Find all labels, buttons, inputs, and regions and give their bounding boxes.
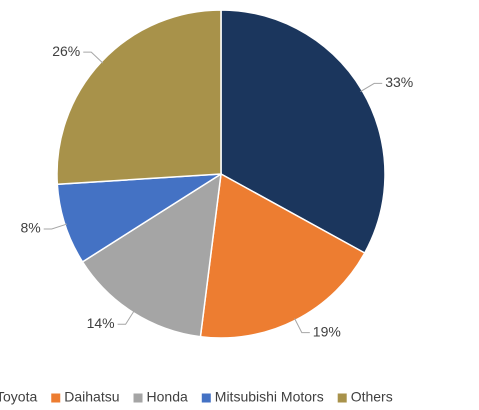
leader-line <box>360 82 383 92</box>
leader-line <box>43 223 68 230</box>
legend-label: Others <box>351 389 393 405</box>
legend-label: Toyota <box>0 389 37 405</box>
legend-label: Mitsubishi Motors <box>215 389 324 405</box>
legend-swatch <box>201 393 211 403</box>
legend-label: Honda <box>147 389 188 405</box>
data-label: 33% <box>385 74 413 90</box>
pie-slice <box>56 9 222 186</box>
data-label: 8% <box>20 220 40 236</box>
data-label: 19% <box>313 323 341 339</box>
legend-label: Daihatsu <box>64 389 119 405</box>
legend-swatch <box>133 393 143 403</box>
data-label: 14% <box>87 315 115 331</box>
leader-line <box>83 51 104 64</box>
leader-line <box>117 310 135 325</box>
legend-swatch <box>337 393 347 403</box>
legend-swatch <box>51 393 61 403</box>
data-label: 26% <box>52 43 80 59</box>
leader-line <box>294 318 310 334</box>
